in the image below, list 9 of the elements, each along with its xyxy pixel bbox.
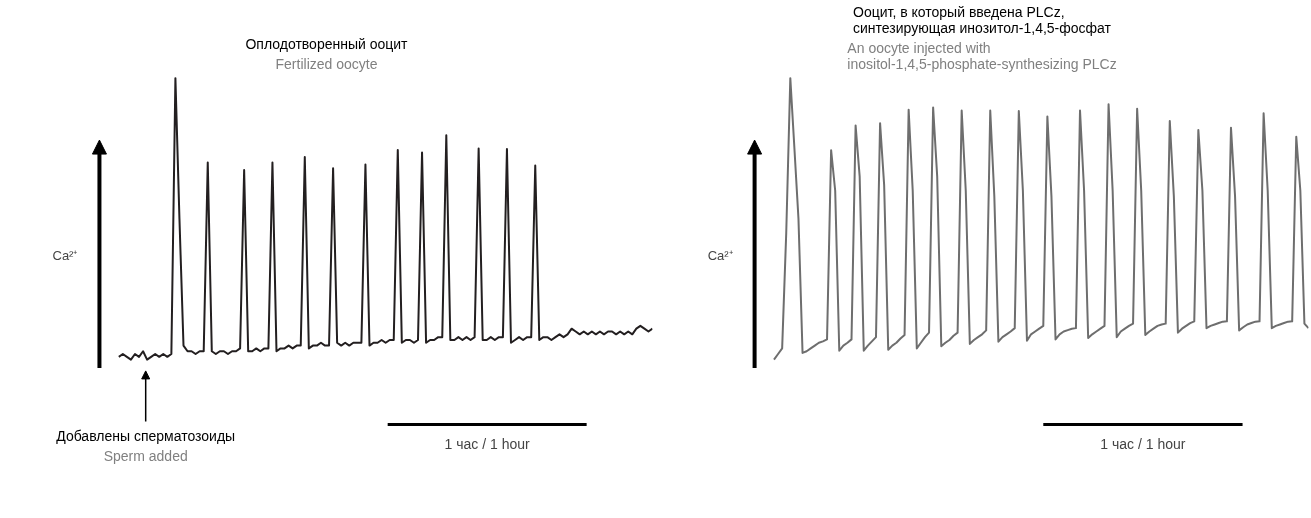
- y-axis-title: Ca²⁺: [707, 247, 733, 263]
- chart-subtitle: An oocyte injected with inositol-1,4,5-phosphate-synthesizing PLCz: [847, 39, 1117, 72]
- chart-subtitle: Fertilized oocyte: [275, 55, 378, 72]
- text: Добавлены сперматозоиды Sperm added: [56, 427, 236, 464]
- chart-title: Ооцит, в который введена PLCz, синтезирующая инозитол-1,4,5-фосфат: [853, 3, 1112, 36]
- text: 1 час / 1 hour: [444, 436, 531, 453]
- y-axis-title: Ca²⁺: [52, 247, 78, 263]
- text: 1 час / 1 hour: [1100, 436, 1186, 453]
- chart-title: Оплодотворенный ооцит: [245, 35, 409, 52]
